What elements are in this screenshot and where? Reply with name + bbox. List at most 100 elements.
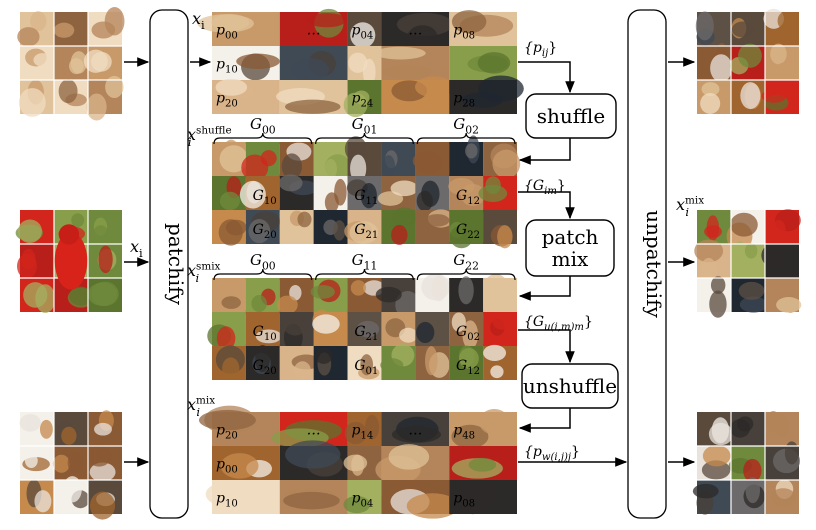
patch-blob	[478, 75, 524, 102]
group-patch	[279, 210, 314, 244]
patch-blob	[289, 284, 302, 301]
patch-blob	[23, 282, 48, 308]
group-patch	[448, 176, 485, 210]
grid-patch	[205, 480, 280, 514]
patch-blob	[701, 82, 720, 97]
patch-blob	[485, 176, 501, 195]
group-patch	[212, 176, 246, 211]
group-patch	[483, 273, 517, 312]
patch-blob	[348, 52, 368, 73]
thumb-patch	[54, 412, 88, 448]
patch-blob	[17, 27, 40, 47]
thumb-patch	[765, 410, 799, 446]
patch-blob	[360, 182, 377, 209]
grid-patch	[449, 409, 517, 449]
patch-blob	[58, 79, 78, 104]
thumb-patch	[765, 278, 802, 313]
patch-label: p28	[453, 90, 475, 109]
patch-blob	[350, 280, 367, 296]
patch-blob	[459, 348, 479, 369]
thumb-patch	[692, 480, 731, 515]
patch-blob	[285, 99, 341, 114]
group-patch	[449, 135, 484, 176]
patch-blob	[364, 414, 380, 440]
patch-mix-box	[525, 219, 615, 277]
patch-blob	[738, 43, 762, 68]
group-label: G11	[354, 188, 378, 207]
patch-blob	[18, 88, 46, 117]
thumb-patch	[83, 46, 122, 80]
patch-blob	[91, 51, 112, 72]
thumb-patch	[20, 446, 54, 480]
thumb-patch	[20, 278, 56, 313]
grid-patch	[375, 444, 450, 484]
patch-blob	[89, 491, 116, 520]
patch-blob	[236, 488, 262, 508]
group-patch	[212, 278, 246, 312]
group-patch	[483, 312, 517, 346]
group-patch	[279, 346, 321, 380]
group-patch	[313, 210, 348, 244]
arrow-unshuffle-to-grid	[518, 408, 571, 433]
patch-blob	[425, 214, 450, 227]
group-label: G12	[456, 358, 480, 377]
patch-blob	[483, 344, 507, 362]
group-patch	[483, 210, 517, 249]
thumb-patch	[731, 12, 765, 46]
shuffle-box-label: shuffle	[537, 104, 605, 128]
patch-blob	[784, 441, 799, 465]
patch-blob	[222, 357, 240, 380]
patch-blob	[218, 219, 243, 246]
patch-blob	[702, 445, 731, 467]
thumb-patch	[88, 480, 122, 520]
group-patch	[415, 273, 450, 312]
brace-label: G00	[250, 115, 276, 137]
grid-patch	[276, 80, 348, 114]
patch-label: p04	[352, 490, 374, 509]
patch-blob	[353, 90, 370, 105]
patch-blob	[69, 58, 84, 75]
thumb-patch	[728, 446, 765, 483]
patch-blob	[33, 53, 52, 67]
unpatchify-box	[627, 9, 667, 519]
patch-blob	[344, 136, 367, 162]
grid-patch	[279, 8, 348, 46]
patch-blob	[87, 282, 117, 307]
patch-blob	[356, 320, 380, 338]
patch-blob	[391, 207, 417, 227]
thumb-patch	[761, 244, 799, 278]
patch-blob	[391, 224, 408, 245]
edge-label-pij: {pij}	[524, 40, 557, 59]
input-label-xi: xi	[130, 237, 143, 260]
patch-blob	[740, 82, 761, 110]
patch-blob	[395, 291, 421, 319]
arrow-groups-to-unshuffle	[518, 329, 575, 364]
output-image-mix-1	[695, 8, 799, 114]
group-patch	[276, 278, 314, 315]
thumb-patch	[54, 46, 88, 80]
thumb-patch	[53, 12, 88, 46]
patch-blob	[462, 320, 479, 350]
group-patch	[279, 142, 314, 180]
grid-patch	[449, 46, 517, 80]
text-layer: patchify unpatchify p00 … p04 … p08 p10 p20 p24 p2…	[130, 9, 704, 510]
patch-blob	[350, 22, 376, 49]
patch-label: p20	[216, 422, 238, 441]
thumb-patch	[87, 278, 122, 312]
grid-patch	[449, 75, 524, 114]
patch-blob	[94, 422, 112, 436]
patch-blob	[62, 476, 82, 503]
patch-blob	[448, 177, 475, 195]
group-patch	[312, 309, 348, 346]
patch-blob	[349, 221, 379, 244]
patch-blob	[281, 153, 302, 180]
group-label: G20	[253, 222, 277, 241]
grid-patch	[198, 405, 280, 446]
patch-blob	[399, 327, 418, 343]
grid-patch	[212, 446, 280, 480]
thumb-patch	[697, 80, 731, 114]
group-patch	[380, 343, 416, 380]
brace-label: G22	[453, 251, 479, 273]
patch-blob	[86, 444, 112, 467]
thumb-patch	[697, 412, 733, 446]
